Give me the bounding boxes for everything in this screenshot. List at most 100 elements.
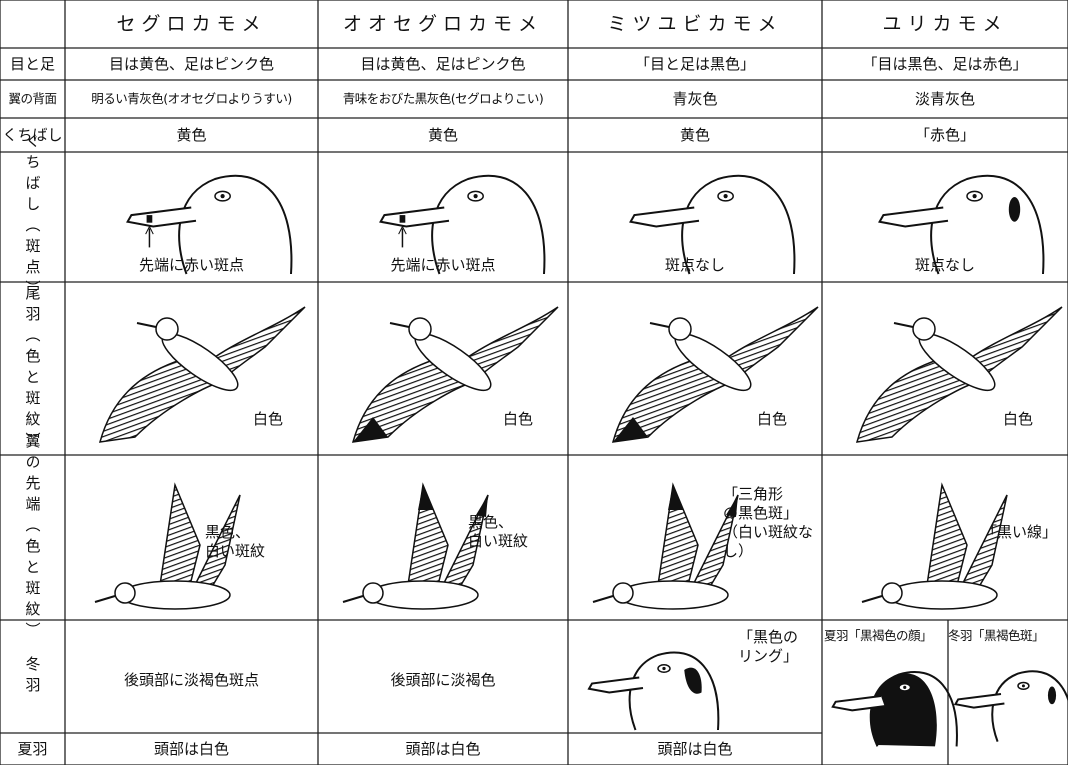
cell-line: リング」: [738, 647, 799, 665]
bill: [342, 595, 364, 603]
wing-tip: [353, 417, 388, 442]
head: [668, 317, 692, 341]
pupil: [723, 194, 728, 199]
column-header: オオセグロカモメ: [342, 13, 543, 35]
bill: [94, 595, 116, 603]
pupil: [972, 194, 977, 199]
eye: [966, 190, 983, 202]
bill: [389, 322, 410, 328]
cell-line: 黒色、: [205, 523, 251, 541]
cell-text: 淡青灰色: [914, 90, 975, 108]
body: [617, 580, 729, 610]
body: [367, 580, 479, 610]
head: [408, 317, 432, 341]
cell-text: 「目と足は黒色」: [634, 55, 755, 73]
row-label: くちばし（斑点）: [23, 133, 42, 301]
cell-text: 頭部は白色: [153, 740, 229, 758]
row-label: くちばし: [2, 126, 63, 144]
wing: [855, 356, 979, 443]
cell-text: 「三角形 の黒色斑」 （白い斑紋な し）: [723, 485, 813, 561]
cell-text: 白色: [756, 410, 787, 428]
pupil: [903, 685, 907, 689]
row-label: 夏羽: [17, 740, 48, 758]
row-label: 尾羽（色と斑紋）: [23, 284, 42, 453]
column-header: ユリカモメ: [882, 13, 1008, 35]
eye: [657, 664, 671, 673]
wing: [960, 494, 1008, 591]
head-ring: [684, 667, 702, 694]
row-label: 目と足: [9, 55, 55, 73]
ear-spot: [1047, 686, 1057, 705]
head-outline: [991, 670, 1068, 742]
wing: [159, 482, 201, 586]
cell-text: 黄色: [679, 126, 710, 144]
cell-text: 先端に赤い斑点: [390, 256, 496, 274]
cell-text: 明るい青灰色(オオセグロよりうすい): [91, 91, 292, 106]
cell-text: 斑点なし: [914, 256, 975, 274]
illustrations: [94, 174, 1068, 747]
bill: [592, 595, 614, 603]
cell-text: 先端に赤い斑点: [138, 256, 244, 274]
cell-text: 白色: [252, 410, 283, 428]
cell-text: 青灰色: [672, 90, 718, 108]
cell-text: 黄色: [427, 126, 458, 144]
bill: [379, 206, 450, 228]
cell-text: 黒色、 白い斑紋: [468, 513, 528, 551]
pupil: [220, 194, 225, 199]
bill: [629, 206, 700, 228]
eye: [1017, 681, 1030, 690]
cell-text: 目は黄色、足はピンク色: [108, 55, 274, 73]
head: [114, 582, 136, 604]
dark-hood: [869, 673, 937, 747]
cell-text: 白色: [1002, 410, 1033, 428]
cell-line: 白い斑紋: [205, 542, 266, 560]
bill: [893, 322, 914, 328]
ear-spot: [1008, 197, 1021, 222]
bill: [649, 322, 670, 328]
wing-tip: [668, 485, 738, 517]
cell-line: 黒色、: [468, 513, 514, 531]
cell-text: 頭部は白色: [405, 740, 481, 758]
arrow-head: [145, 225, 154, 235]
pupil: [1021, 684, 1025, 688]
cell-text: 黒色、 白い斑紋: [205, 523, 265, 561]
body: [886, 580, 998, 610]
cell-text: 斑点なし: [664, 256, 725, 274]
cell-text: 目は黄色、足はピンク色: [360, 55, 526, 73]
head: [155, 317, 179, 341]
bill: [878, 206, 949, 228]
bill-spot: [146, 215, 153, 223]
cell-line: 「三角形: [723, 485, 784, 503]
cell-text: 「赤色」: [914, 126, 975, 144]
bill: [953, 693, 1005, 709]
row-label: 翼の背面: [8, 91, 57, 106]
cell-text: 冬羽「黒褐色斑」: [948, 628, 1045, 643]
wing-tip: [418, 485, 488, 517]
bill-spot: [399, 215, 406, 223]
bill: [126, 206, 197, 228]
cell-line: の黒色斑」: [723, 504, 799, 522]
head-outline: [628, 651, 720, 731]
row-label: 翼の先端（色と斑紋）: [23, 432, 42, 643]
eye: [467, 190, 484, 202]
head-outline: [930, 174, 1045, 275]
pupil: [473, 194, 478, 199]
column-header: ミツユビカモメ: [607, 13, 783, 35]
cell-text: 「黒色の リング」: [738, 628, 798, 666]
eye: [717, 190, 734, 202]
pupil: [662, 666, 666, 671]
cell-line: 「黒い線」: [982, 523, 1058, 541]
head-outline: [681, 174, 796, 275]
cell-line: 「黒色の: [738, 628, 799, 646]
cell-text: 「黒い線」: [982, 523, 1057, 542]
head: [912, 317, 936, 341]
bill: [861, 595, 883, 603]
cell-text: 頭部は白色: [657, 740, 733, 758]
cell-text: 黄色: [176, 126, 207, 144]
bill: [136, 322, 157, 328]
wing-tip: [613, 417, 648, 442]
cell-text: 後頭部に淡褐色: [390, 671, 496, 689]
wing: [98, 356, 222, 443]
bill: [587, 676, 644, 694]
